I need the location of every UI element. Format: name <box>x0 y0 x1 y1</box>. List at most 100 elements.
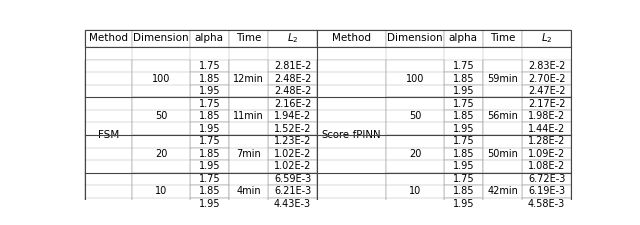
Bar <box>483 122 522 135</box>
Text: 1.85: 1.85 <box>198 111 220 121</box>
Bar <box>444 30 483 47</box>
Bar <box>522 160 571 173</box>
Bar <box>132 85 190 97</box>
Bar <box>386 97 444 135</box>
Bar <box>229 148 268 160</box>
Text: 1.75: 1.75 <box>452 61 474 71</box>
Text: 1.75: 1.75 <box>198 61 220 71</box>
Bar <box>132 110 190 122</box>
Text: 2.70E-2: 2.70E-2 <box>528 74 565 83</box>
Bar <box>522 85 571 97</box>
Text: 6.72E-3: 6.72E-3 <box>528 174 565 184</box>
Bar <box>268 135 317 148</box>
Bar <box>483 198 522 210</box>
Bar <box>190 97 229 110</box>
Bar <box>386 60 444 72</box>
Bar <box>444 160 483 173</box>
Bar <box>317 60 386 210</box>
Bar <box>483 97 522 110</box>
Text: 1.75: 1.75 <box>452 99 474 109</box>
Text: 2.81E-2: 2.81E-2 <box>274 61 311 71</box>
Bar <box>85 110 132 122</box>
Bar <box>229 122 268 135</box>
Bar <box>268 160 317 173</box>
Bar <box>444 198 483 210</box>
Bar <box>85 148 132 160</box>
Bar <box>483 148 522 160</box>
Bar <box>386 135 444 173</box>
Text: 1.85: 1.85 <box>198 149 220 159</box>
Bar <box>132 72 190 85</box>
Text: 1.75: 1.75 <box>198 136 220 146</box>
Bar <box>268 60 317 72</box>
Bar <box>483 97 522 135</box>
Text: 1.75: 1.75 <box>198 99 220 109</box>
Bar <box>483 173 522 185</box>
Text: alpha: alpha <box>449 34 478 43</box>
Bar <box>317 110 386 122</box>
Bar <box>444 60 483 72</box>
Text: 4min: 4min <box>236 186 261 196</box>
Bar <box>386 198 444 210</box>
Text: 1.85: 1.85 <box>452 74 474 83</box>
Text: 1.85: 1.85 <box>452 111 474 121</box>
Text: 1.85: 1.85 <box>452 149 474 159</box>
Text: 1.23E-2: 1.23E-2 <box>274 136 311 146</box>
Bar <box>444 72 483 85</box>
Bar <box>483 160 522 173</box>
Bar <box>444 97 483 110</box>
Bar <box>268 122 317 135</box>
Text: 4.58E-3: 4.58E-3 <box>528 199 565 209</box>
Bar <box>132 60 190 72</box>
Text: 1.98E-2: 1.98E-2 <box>528 111 565 121</box>
Text: 1.95: 1.95 <box>452 199 474 209</box>
Bar <box>190 173 229 185</box>
Text: 1.95: 1.95 <box>452 86 474 96</box>
Bar <box>317 173 386 185</box>
Bar <box>483 60 522 97</box>
Bar <box>483 110 522 122</box>
Text: Dimension: Dimension <box>387 34 443 43</box>
Bar <box>522 97 571 110</box>
Bar <box>190 30 229 47</box>
Bar <box>317 135 386 148</box>
Bar <box>190 60 229 72</box>
Text: 1.75: 1.75 <box>452 174 474 184</box>
Bar <box>85 185 132 198</box>
Bar <box>386 135 444 148</box>
Text: Time: Time <box>490 34 515 43</box>
Bar <box>268 72 317 85</box>
Bar <box>268 85 317 97</box>
Bar <box>522 135 571 148</box>
Bar <box>317 97 386 110</box>
Bar <box>522 110 571 122</box>
Bar <box>132 173 190 210</box>
Bar <box>317 60 386 72</box>
Bar <box>190 135 229 148</box>
Text: Method: Method <box>332 34 371 43</box>
Bar <box>522 198 571 210</box>
Text: 1.28E-2: 1.28E-2 <box>528 136 565 146</box>
Bar <box>522 30 571 47</box>
Bar <box>386 160 444 173</box>
Bar <box>444 173 483 185</box>
Text: 1.95: 1.95 <box>452 124 474 134</box>
Bar <box>132 60 190 97</box>
Text: Method: Method <box>89 34 128 43</box>
Bar <box>386 148 444 160</box>
Text: 1.95: 1.95 <box>198 86 220 96</box>
Bar <box>85 97 132 110</box>
Text: Score-fPINN: Score-fPINN <box>322 130 381 140</box>
Bar <box>229 60 268 97</box>
Bar <box>132 97 190 135</box>
Bar <box>386 60 444 97</box>
Text: 1.95: 1.95 <box>198 124 220 134</box>
Bar <box>444 110 483 122</box>
Text: 2.48E-2: 2.48E-2 <box>274 74 311 83</box>
Text: 6.19E-3: 6.19E-3 <box>528 186 565 196</box>
Bar <box>444 122 483 135</box>
Text: 42min: 42min <box>487 186 518 196</box>
Bar <box>268 173 317 185</box>
Bar <box>229 97 268 110</box>
Bar <box>229 135 268 148</box>
